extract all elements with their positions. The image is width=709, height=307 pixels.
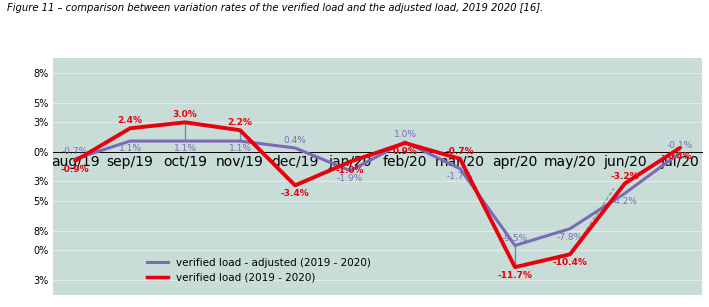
Text: 1.1%: 1.1% bbox=[174, 144, 196, 153]
Text: -3.2%: -3.2% bbox=[610, 172, 640, 181]
Text: 0.4%: 0.4% bbox=[667, 152, 693, 161]
Text: 3.0%: 3.0% bbox=[173, 111, 198, 119]
Text: -0.7%: -0.7% bbox=[446, 147, 474, 156]
Text: -1.7%: -1.7% bbox=[447, 172, 473, 181]
Text: Figure 11 – comparison between variation rates of the verified load and the adju: Figure 11 – comparison between variation… bbox=[7, 3, 543, 13]
Text: -0.9%: -0.9% bbox=[61, 165, 89, 174]
Text: -3.4%: -3.4% bbox=[281, 189, 309, 198]
Text: 0.4%: 0.4% bbox=[284, 136, 306, 145]
Text: 2.2%: 2.2% bbox=[228, 118, 252, 127]
Text: -1.0%: -1.0% bbox=[336, 165, 364, 175]
Text: 1.0%: 1.0% bbox=[393, 130, 416, 139]
Text: -7.8%: -7.8% bbox=[557, 233, 583, 242]
Text: -10.4%: -10.4% bbox=[552, 258, 587, 267]
Text: -1.9%: -1.9% bbox=[337, 173, 363, 182]
Text: -11.7%: -11.7% bbox=[498, 271, 532, 280]
Text: 0.9%: 0.9% bbox=[393, 147, 418, 156]
Text: -9.5%: -9.5% bbox=[502, 234, 528, 243]
Text: 1.1%: 1.1% bbox=[228, 144, 252, 153]
Text: 1.1%: 1.1% bbox=[118, 144, 142, 153]
Legend: verified load - adjusted (2019 - 2020), verified load (2019 - 2020): verified load - adjusted (2019 - 2020), … bbox=[143, 254, 375, 287]
Text: 2.4%: 2.4% bbox=[118, 116, 143, 125]
Text: -0.1%: -0.1% bbox=[666, 141, 693, 150]
Text: -4.2%: -4.2% bbox=[612, 197, 638, 206]
Text: -0.7%: -0.7% bbox=[62, 147, 89, 156]
